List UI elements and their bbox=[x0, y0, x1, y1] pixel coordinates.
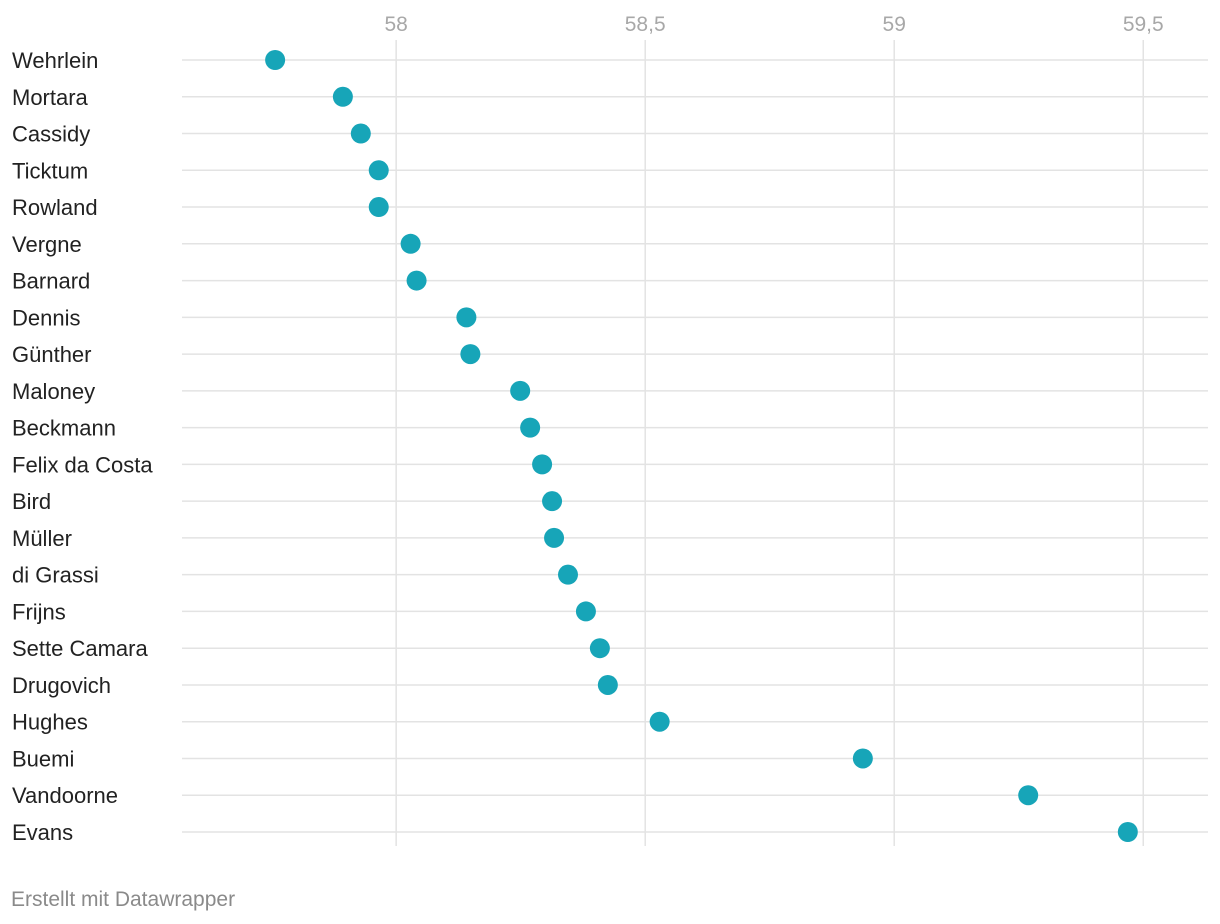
row-label: Vandoorne bbox=[12, 783, 118, 808]
data-point bbox=[542, 491, 563, 512]
data-point bbox=[557, 564, 578, 585]
data-point bbox=[575, 601, 596, 622]
data-point bbox=[460, 344, 481, 365]
x-tick-label: 58,5 bbox=[625, 13, 666, 36]
chart-svg: 58 58,5 59 59,5 Wehrlein Mortara Cassidy Tickt… bbox=[12, 13, 1208, 846]
row-label: Günther bbox=[12, 342, 92, 367]
data-point bbox=[456, 307, 477, 328]
row-labels: Wehrlein Mortara Cassidy Ticktum Rowland Verg… bbox=[12, 48, 153, 845]
x-axis-tick-labels: 58 58,5 59 59,5 bbox=[384, 13, 1163, 36]
data-point bbox=[852, 748, 873, 769]
data-point bbox=[597, 674, 618, 695]
row-label: Rowland bbox=[12, 195, 98, 220]
footer-credit: Erstellt mit Datawrapper bbox=[11, 888, 236, 911]
row-label: Beckmann bbox=[12, 416, 116, 441]
row-label: Buemi bbox=[12, 746, 74, 771]
data-point bbox=[1018, 785, 1039, 806]
row-gridlines bbox=[182, 59, 1208, 833]
row-label: Ticktum bbox=[12, 158, 88, 183]
data-point bbox=[532, 454, 553, 475]
row-label: Cassidy bbox=[12, 122, 90, 147]
x-tick-label: 58 bbox=[384, 13, 407, 36]
row-label: Müller bbox=[12, 526, 72, 551]
data-points bbox=[265, 50, 1138, 842]
row-label: Felix da Costa bbox=[12, 452, 153, 477]
data-point bbox=[350, 123, 371, 144]
row-label: Bird bbox=[12, 489, 51, 514]
row-label: Barnard bbox=[12, 269, 90, 294]
row-label: Evans bbox=[12, 820, 73, 845]
row-label: Dennis bbox=[12, 305, 80, 330]
data-point bbox=[265, 50, 286, 70]
row-label: Wehrlein bbox=[12, 48, 98, 73]
data-point bbox=[368, 160, 389, 181]
row-label: Drugovich bbox=[12, 673, 111, 698]
row-label: di Grassi bbox=[12, 563, 99, 588]
data-point bbox=[400, 233, 421, 254]
data-point bbox=[406, 270, 427, 291]
row-label: Maloney bbox=[12, 379, 95, 404]
data-point bbox=[1117, 822, 1138, 842]
row-label: Vergne bbox=[12, 232, 82, 257]
data-point bbox=[332, 86, 353, 107]
data-point bbox=[649, 711, 670, 732]
x-tick-label: 59,5 bbox=[1123, 13, 1164, 36]
data-point bbox=[520, 417, 541, 438]
data-point bbox=[368, 197, 389, 218]
data-point bbox=[589, 638, 610, 659]
x-tick-label: 59 bbox=[883, 13, 906, 36]
vertical-gridlines bbox=[395, 40, 1145, 846]
row-label: Frijns bbox=[12, 599, 66, 624]
row-label: Sette Camara bbox=[12, 636, 148, 661]
data-point bbox=[544, 527, 565, 548]
row-label: Hughes bbox=[12, 710, 88, 735]
row-label: Mortara bbox=[12, 85, 89, 110]
data-point bbox=[510, 380, 531, 401]
